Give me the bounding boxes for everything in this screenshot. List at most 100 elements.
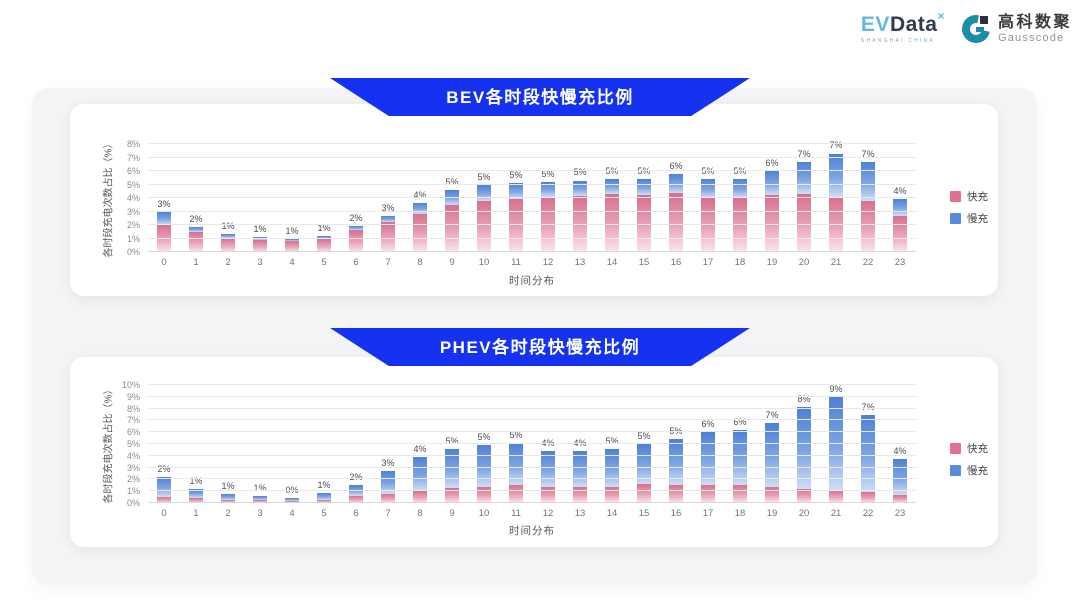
slow-charge-segment xyxy=(861,414,875,493)
y-tick-label: 8% xyxy=(126,403,140,414)
gridline xyxy=(148,183,916,185)
phev-y-axis-ticks: 0% 1% 2% 3% 4% 5% 6% 7% 8% 9% 10% xyxy=(108,380,140,508)
bar-total-label: 4% xyxy=(893,186,907,197)
bar-stack xyxy=(253,237,267,252)
fast-charge-segment xyxy=(669,485,683,503)
gridline xyxy=(148,170,916,171)
fast-charge-segment xyxy=(669,192,683,252)
bar-hour-20: 8% xyxy=(788,385,820,503)
fast-charge-segment xyxy=(733,485,747,503)
slow-charge-segment xyxy=(765,422,779,487)
bar-stack xyxy=(509,442,523,503)
bar-stack xyxy=(797,407,811,503)
gridline xyxy=(148,490,916,492)
bar-hour-23: 4% xyxy=(884,144,916,252)
bar-total-label: 9% xyxy=(829,383,843,394)
bar-stack xyxy=(317,235,331,252)
bar-hour-5: 1% xyxy=(308,144,340,252)
slow-charge-segment xyxy=(637,444,651,485)
bar-total-label: 5% xyxy=(477,432,491,443)
y-tick-label: 3% xyxy=(126,206,140,217)
bev-plot-area: 3% 2% 1% 1% 1% 1% 2% 3% 4% 5% 5% 5% 5% 5% 5% 5% 6% 5% 5% 6%… xyxy=(148,140,916,252)
bar-hour-17: 6% xyxy=(692,385,724,503)
bar-stack xyxy=(413,457,427,503)
slow-charge-segment xyxy=(765,171,779,196)
bar-total-label: 2% xyxy=(349,213,363,224)
fast-charge-segment xyxy=(413,213,427,252)
legend-swatch xyxy=(950,443,961,454)
bar-stack xyxy=(893,459,907,503)
slow-charge-segment xyxy=(893,459,907,495)
bar-hour-1: 1% xyxy=(180,385,212,503)
bar-total-label: 7% xyxy=(765,409,779,420)
gridline xyxy=(148,143,916,144)
bar-hour-16: 5% xyxy=(660,385,692,503)
bar-stack xyxy=(221,493,235,503)
gridline xyxy=(148,237,916,239)
y-tick-label: 1% xyxy=(126,233,140,244)
y-tick-label: 2% xyxy=(126,474,140,485)
x-tick-label: 4 xyxy=(289,508,295,519)
y-tick-label: 7% xyxy=(126,152,140,163)
x-tick-label: 21 xyxy=(830,508,842,519)
bar-hour-8: 4% xyxy=(404,385,436,503)
bar-total-label: 1% xyxy=(253,482,267,493)
fast-charge-segment xyxy=(605,486,619,503)
fast-charge-segment xyxy=(797,194,811,252)
y-tick-label: 7% xyxy=(126,415,140,426)
x-tick-label: 18 xyxy=(734,257,746,268)
fast-charge-segment xyxy=(541,486,555,503)
gausscode-cn-name: 高科数聚 xyxy=(997,14,1072,32)
x-tick-label: 16 xyxy=(670,257,682,268)
x-tick-label: 10 xyxy=(478,508,490,519)
x-tick-label: 3 xyxy=(257,508,263,519)
bar-stack xyxy=(573,450,587,503)
slow-charge-segment xyxy=(317,493,331,500)
x-tick-label: 15 xyxy=(638,508,650,519)
x-tick-label: 1 xyxy=(193,257,199,268)
bar-total-label: 4% xyxy=(413,189,427,200)
y-tick-label: 2% xyxy=(126,220,140,230)
x-tick-label: 19 xyxy=(766,508,778,519)
bar-hour-13: 4% xyxy=(564,385,596,503)
slow-charge-segment xyxy=(445,448,459,488)
bev-chart-title: BEV各时段快慢充比例 xyxy=(446,88,634,107)
bar-stack xyxy=(509,183,523,252)
slow-charge-segment xyxy=(189,227,203,233)
gridline xyxy=(148,384,916,385)
bar-total-label: 5% xyxy=(509,429,523,440)
bar-stack xyxy=(189,227,203,252)
bar-stack xyxy=(701,179,715,252)
slow-charge-segment xyxy=(861,161,875,201)
gausscode-text: 高科数聚 Gausscode xyxy=(998,14,1072,44)
bar-hour-19: 7% xyxy=(756,385,788,503)
x-tick-label: 9 xyxy=(449,257,455,268)
slow-charge-segment xyxy=(381,470,395,494)
bar-stack xyxy=(285,239,299,252)
bar-hour-6: 2% xyxy=(340,144,372,252)
bar-hour-14: 5% xyxy=(596,144,628,252)
bar-hour-13: 5% xyxy=(564,144,596,252)
gausscode-en-name: Gausscode xyxy=(997,31,1065,44)
bar-hour-9: 5% xyxy=(436,144,468,252)
slow-charge-segment xyxy=(669,439,683,486)
fast-charge-segment xyxy=(253,500,267,503)
bar-hour-8: 4% xyxy=(404,144,436,252)
phev-chart-banner: PHEV各时段快慢充比例 xyxy=(330,328,750,366)
y-tick-label: 5% xyxy=(126,179,140,190)
bar-total-label: 1% xyxy=(221,480,235,491)
slow-charge-segment xyxy=(157,212,171,225)
legend-swatch xyxy=(950,191,961,202)
bar-total-label: 5% xyxy=(637,431,651,441)
gausscode-logo: 高科数聚 Gausscode xyxy=(961,14,1072,44)
bar-total-label: 6% xyxy=(701,419,715,430)
bar-stack xyxy=(861,414,875,503)
slow-charge-segment xyxy=(509,442,523,486)
bar-hour-10: 5% xyxy=(468,385,500,503)
bar-hour-9: 5% xyxy=(436,385,468,503)
fast-charge-segment xyxy=(701,198,715,252)
legend-label: 快充 xyxy=(967,191,988,203)
fast-charge-segment xyxy=(861,492,875,503)
fast-charge-segment xyxy=(477,200,491,252)
phev-bars: 2% 1% 1% 1% 0% 1% 2% 3% 4% 5% 5% 5% 4% 4% 5% 5% 5% 6% 6% 7%… xyxy=(148,383,916,503)
